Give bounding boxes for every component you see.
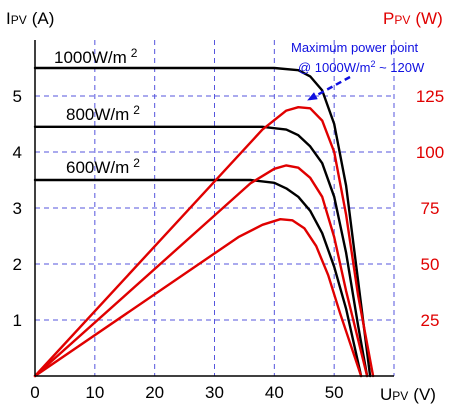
x-axis-label: UPV (V)	[380, 385, 436, 404]
current-curve	[33, 125, 369, 378]
x-tick-label: 20	[145, 383, 164, 402]
power-curve	[33, 164, 369, 378]
right-tick-label: 100	[416, 143, 444, 162]
x-axis-label-sub: PV	[392, 389, 408, 403]
x-tick-label: 50	[325, 383, 344, 402]
current-curve	[33, 178, 363, 378]
x-axis-label-unit: (V)	[413, 385, 436, 404]
mpp-annotation-line2: @ 1000W/m2 ~ 120W	[298, 59, 425, 75]
x-tick-label: 0	[30, 383, 39, 402]
series-layer	[33, 66, 375, 378]
left-tick-label: 3	[13, 199, 22, 218]
left-axis-label-sub: PV	[11, 13, 27, 27]
right-tick-label: 50	[421, 255, 440, 274]
right-axis-label-sub: PV	[394, 13, 410, 27]
series-label-600-sup: 2	[133, 156, 140, 170]
mpp-annotation-line2-post: ~ 120W	[375, 60, 425, 75]
current-curve	[33, 66, 372, 378]
left-tick-labels: 1 2 3 4 5	[13, 87, 22, 330]
power-curve	[33, 105, 375, 378]
power-curve	[33, 217, 363, 378]
right-axis-label-main: P	[383, 9, 394, 28]
series-label-600: 600W/m 2	[66, 156, 140, 177]
right-axis-label-unit: (W)	[415, 9, 442, 28]
series-label-1000-sup: 2	[131, 46, 138, 60]
series-label-600-text: 600W/m	[66, 158, 129, 177]
right-tick-label: 125	[416, 87, 444, 106]
series-label-800-sup: 2	[133, 103, 140, 117]
x-tick-label: 10	[85, 383, 104, 402]
left-axis-label: IPV (A)	[6, 9, 54, 28]
x-tick-label: 30	[205, 383, 224, 402]
right-tick-label: 25	[421, 311, 440, 330]
series-label-800: 800W/m 2	[66, 103, 140, 124]
x-tick-labels: 0 10 20 30 40 50	[30, 383, 343, 402]
series-label-1000: 1000W/m 2	[54, 46, 138, 67]
left-tick-label: 5	[13, 87, 22, 106]
mpp-annotation-line1: Maximum power point	[291, 40, 419, 55]
left-tick-label: 2	[13, 255, 22, 274]
left-tick-label: 1	[13, 311, 22, 330]
right-tick-labels: 25 50 75 100 125	[416, 87, 444, 330]
right-axis-label: PPV (W)	[383, 9, 443, 28]
left-tick-label: 4	[13, 143, 22, 162]
right-tick-label: 75	[421, 199, 440, 218]
left-axis-label-unit: (A)	[32, 9, 55, 28]
mpp-annotation-line2-sup: 2	[370, 59, 375, 69]
x-axis-label-main: U	[380, 385, 392, 404]
mpp-annotation-line2-pre: @ 1000W/m	[298, 60, 370, 75]
grid	[35, 40, 395, 376]
left-axis-label-main: I	[6, 9, 11, 28]
series-label-1000-text: 1000W/m	[54, 48, 127, 67]
x-tick-label: 40	[265, 383, 284, 402]
series-label-800-text: 800W/m	[66, 105, 129, 124]
mpp-arrow	[307, 75, 351, 102]
